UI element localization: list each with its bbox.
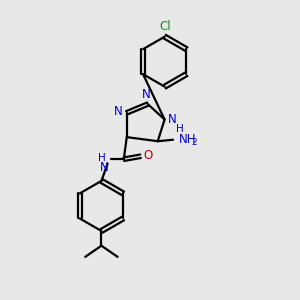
Text: N: N bbox=[99, 161, 108, 174]
Text: N: N bbox=[142, 88, 151, 100]
Text: NH: NH bbox=[179, 133, 196, 146]
Text: N: N bbox=[168, 113, 177, 126]
Text: N: N bbox=[114, 105, 122, 118]
Text: O: O bbox=[143, 149, 153, 162]
Text: H: H bbox=[98, 153, 106, 163]
Text: 2: 2 bbox=[191, 138, 197, 147]
Text: Cl: Cl bbox=[159, 20, 170, 33]
Text: H: H bbox=[176, 124, 183, 134]
